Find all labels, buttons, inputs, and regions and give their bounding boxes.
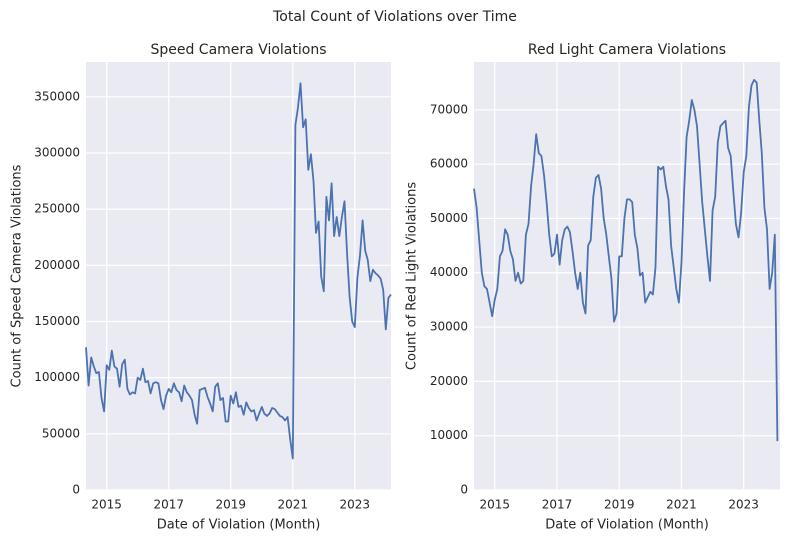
x-tick-label: 2015 — [91, 498, 122, 512]
y-axis-label: Count of Speed Camera Violations — [10, 164, 25, 387]
x-tick-label: 2017 — [153, 498, 184, 512]
y-axis-label: Count of Red Light Violations — [405, 182, 420, 370]
y-tick-label: 0 — [72, 483, 80, 497]
x-tick-label: 2023 — [728, 498, 759, 512]
x-tick-label: 2021 — [278, 498, 309, 512]
x-tick-label: 2015 — [479, 498, 510, 512]
x-tick-label: 2019 — [215, 498, 246, 512]
plot-area — [86, 62, 391, 490]
figure-title: Total Count of Violations over Time — [272, 9, 517, 25]
subplot-title: Speed Camera Violations — [150, 42, 326, 58]
x-tick-label: 2023 — [340, 498, 371, 512]
x-tick-label: 2017 — [542, 498, 573, 512]
y-tick-label: 250000 — [34, 202, 80, 216]
y-tick-label: 0 — [460, 483, 468, 497]
data-line — [473, 79, 779, 442]
plot-area — [474, 62, 780, 490]
x-axis-label: Date of Violation (Month) — [157, 518, 321, 533]
y-tick-label: 100000 — [34, 370, 80, 384]
y-tick-label: 10000 — [430, 428, 468, 442]
x-tick-label: 2021 — [666, 498, 697, 512]
y-tick-label: 200000 — [34, 258, 80, 272]
y-tick-label: 50000 — [42, 426, 80, 440]
y-tick-label: 60000 — [430, 157, 468, 171]
y-tick-label: 300000 — [34, 145, 80, 159]
y-tick-label: 150000 — [34, 314, 80, 328]
y-tick-label: 20000 — [430, 374, 468, 388]
y-tick-label: 350000 — [34, 89, 80, 103]
y-tick-label: 70000 — [430, 102, 468, 116]
x-axis-label: Date of Violation (Month) — [545, 518, 709, 533]
subplot-title: Red Light Camera Violations — [528, 42, 726, 58]
y-tick-label: 40000 — [430, 265, 468, 279]
y-tick-label: 30000 — [430, 320, 468, 334]
x-tick-label: 2019 — [604, 498, 635, 512]
y-tick-label: 50000 — [430, 211, 468, 225]
data-line — [85, 82, 392, 460]
